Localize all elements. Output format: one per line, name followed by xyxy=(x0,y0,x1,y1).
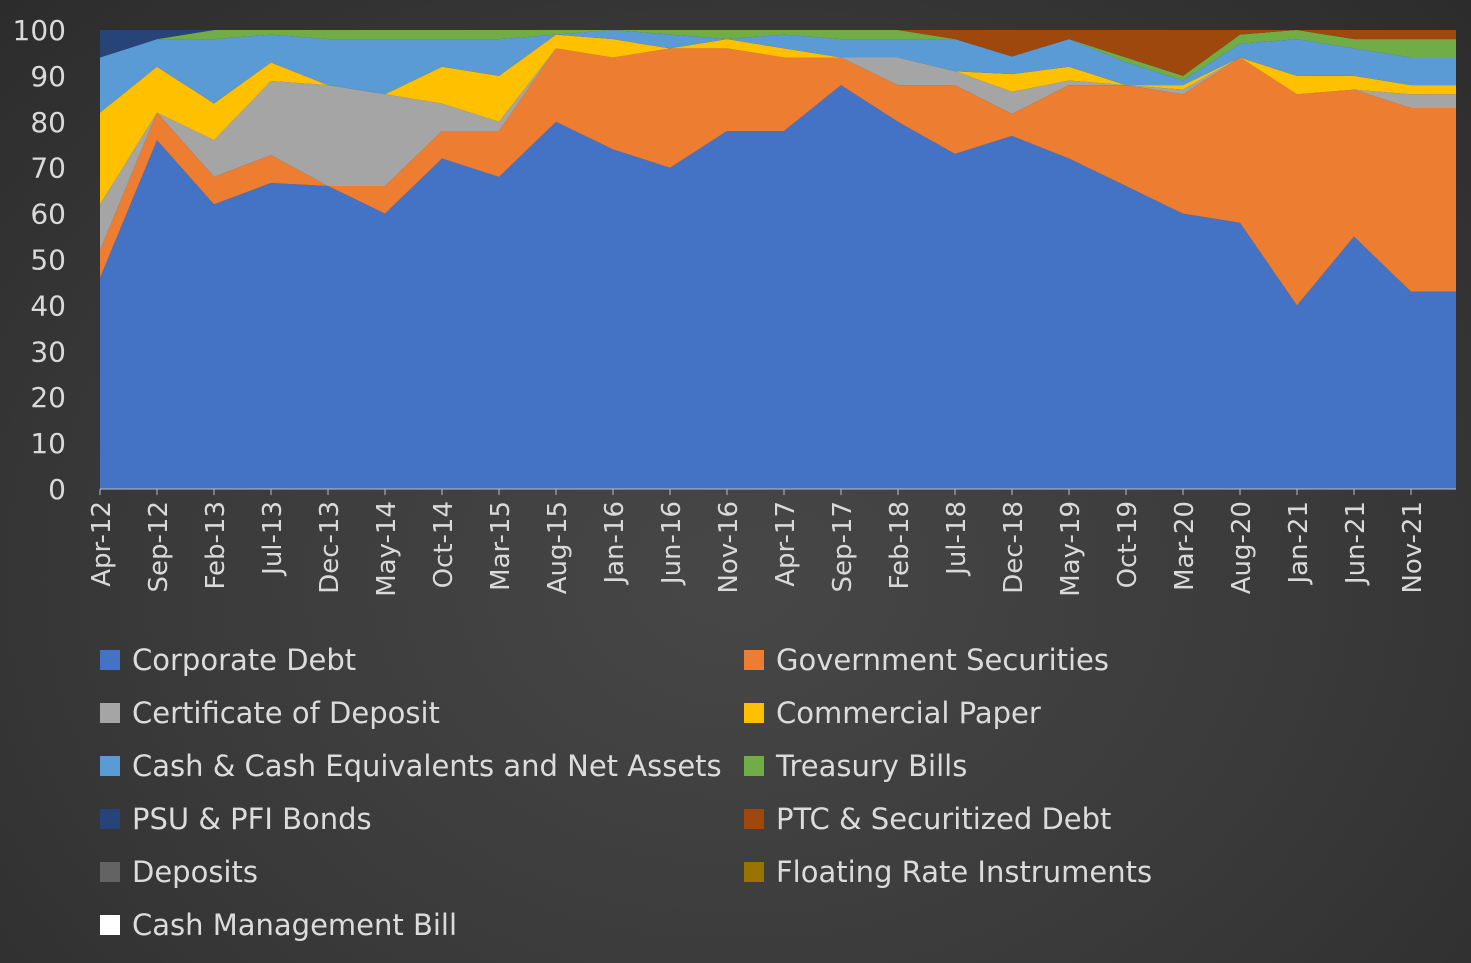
y-tick-label: 40 xyxy=(30,289,66,322)
legend-swatch xyxy=(744,862,764,882)
legend-label: Treasury Bills xyxy=(776,749,968,783)
legend-label: Commercial Paper xyxy=(776,696,1041,730)
legend-swatch xyxy=(100,915,120,935)
y-tick-label: 80 xyxy=(30,106,66,139)
legend-label: PSU & PFI Bonds xyxy=(132,802,372,836)
x-tick-label: Sep-12 xyxy=(144,501,174,592)
legend-label: Government Securities xyxy=(776,643,1110,677)
x-tick-label: Oct-14 xyxy=(429,501,459,588)
x-tick-label: Jun-21 xyxy=(1341,501,1371,586)
x-tick-label: Feb-18 xyxy=(885,501,915,590)
x-tick-label: Apr-17 xyxy=(771,501,801,587)
stacked-area-chart: 0 10 20 30 40 50 60 70 80 90 100 Apr-12 Sep-12 Feb-13… xyxy=(13,14,1456,597)
x-tick-label: Aug-20 xyxy=(1227,501,1257,594)
legend-label: Cash Management Bill xyxy=(132,908,458,942)
x-tick-label: Jun-16 xyxy=(657,501,687,586)
x-tick-label: Dec-13 xyxy=(315,501,345,594)
legend-item: Deposits xyxy=(100,855,258,889)
legend-swatch xyxy=(100,862,120,882)
y-tick-label: 50 xyxy=(30,244,66,277)
legend-label: Deposits xyxy=(132,855,258,889)
y-tick-label: 90 xyxy=(30,60,66,93)
legend-swatch xyxy=(100,809,120,829)
legend-item: PSU & PFI Bonds xyxy=(100,802,372,836)
x-tick-label: Oct-19 xyxy=(1113,501,1143,588)
x-tick-label: Jul-18 xyxy=(942,501,972,577)
area-certificate-of-deposit xyxy=(100,48,1456,251)
legend-label: Certificate of Deposit xyxy=(132,696,440,730)
legend-item: Commercial Paper xyxy=(744,696,1041,730)
legend-item: Certificate of Deposit xyxy=(100,696,440,730)
x-tick-label: Apr-12 xyxy=(87,501,117,587)
y-tick-label: 60 xyxy=(30,198,66,231)
legend-swatch xyxy=(100,650,120,670)
area-corporate-debt xyxy=(100,85,1456,489)
legend-swatch xyxy=(744,650,764,670)
legend-item: Government Securities xyxy=(744,643,1109,677)
y-tick-label: 20 xyxy=(30,381,66,414)
legend-item: Corporate Debt xyxy=(100,643,356,677)
y-tick-label: 30 xyxy=(30,335,66,368)
x-tick-label: Aug-15 xyxy=(543,501,573,594)
y-tick-label: 70 xyxy=(30,152,66,185)
y-tick-label: 0 xyxy=(48,473,66,506)
legend-label: Floating Rate Instruments xyxy=(776,855,1153,889)
legend-item: Treasury Bills xyxy=(744,749,967,783)
x-tick-label: May-14 xyxy=(372,501,402,597)
area-ptc-securitized-debt xyxy=(100,30,1456,76)
legend-swatch xyxy=(744,703,764,723)
x-tick-label: Feb-13 xyxy=(201,501,231,590)
legend-label: PTC & Securitized Debt xyxy=(776,802,1112,836)
x-tick-label: Jul-13 xyxy=(258,501,288,577)
x-tick-label: Jan-16 xyxy=(600,501,630,586)
legend-item: Cash & Cash Equivalents and Net Assets xyxy=(100,749,722,783)
x-tick-label: Mar-15 xyxy=(486,501,516,591)
x-tick-label: Mar-20 xyxy=(1170,501,1200,591)
area-commercial-paper xyxy=(100,34,1456,205)
x-tick-label: Sep-17 xyxy=(828,501,858,592)
legend-item: Cash Management Bill xyxy=(100,908,457,942)
x-tick-label: Dec-18 xyxy=(999,501,1029,594)
legend-label: Corporate Debt xyxy=(132,643,357,677)
x-tick-label: Nov-21 xyxy=(1398,501,1428,594)
x-tick-label: Jan-21 xyxy=(1284,501,1314,586)
x-tick-label: May-19 xyxy=(1056,501,1086,597)
legend-swatch xyxy=(100,756,120,776)
legend-item: PTC & Securitized Debt xyxy=(744,802,1111,836)
legend-swatch xyxy=(744,809,764,829)
area-cash-cash-equivalents-and-net-assets xyxy=(100,30,1456,113)
area-government-securities xyxy=(100,48,1456,306)
legend-item: Floating Rate Instruments xyxy=(744,855,1152,889)
legend-swatch xyxy=(744,756,764,776)
y-tick-label: 10 xyxy=(30,427,66,460)
legend-label: Cash & Cash Equivalents and Net Assets xyxy=(132,749,722,783)
y-tick-label: 100 xyxy=(13,14,66,47)
x-tick-label: Nov-16 xyxy=(714,501,744,594)
legend-swatch xyxy=(100,703,120,723)
area-treasury-bills xyxy=(100,30,1456,81)
